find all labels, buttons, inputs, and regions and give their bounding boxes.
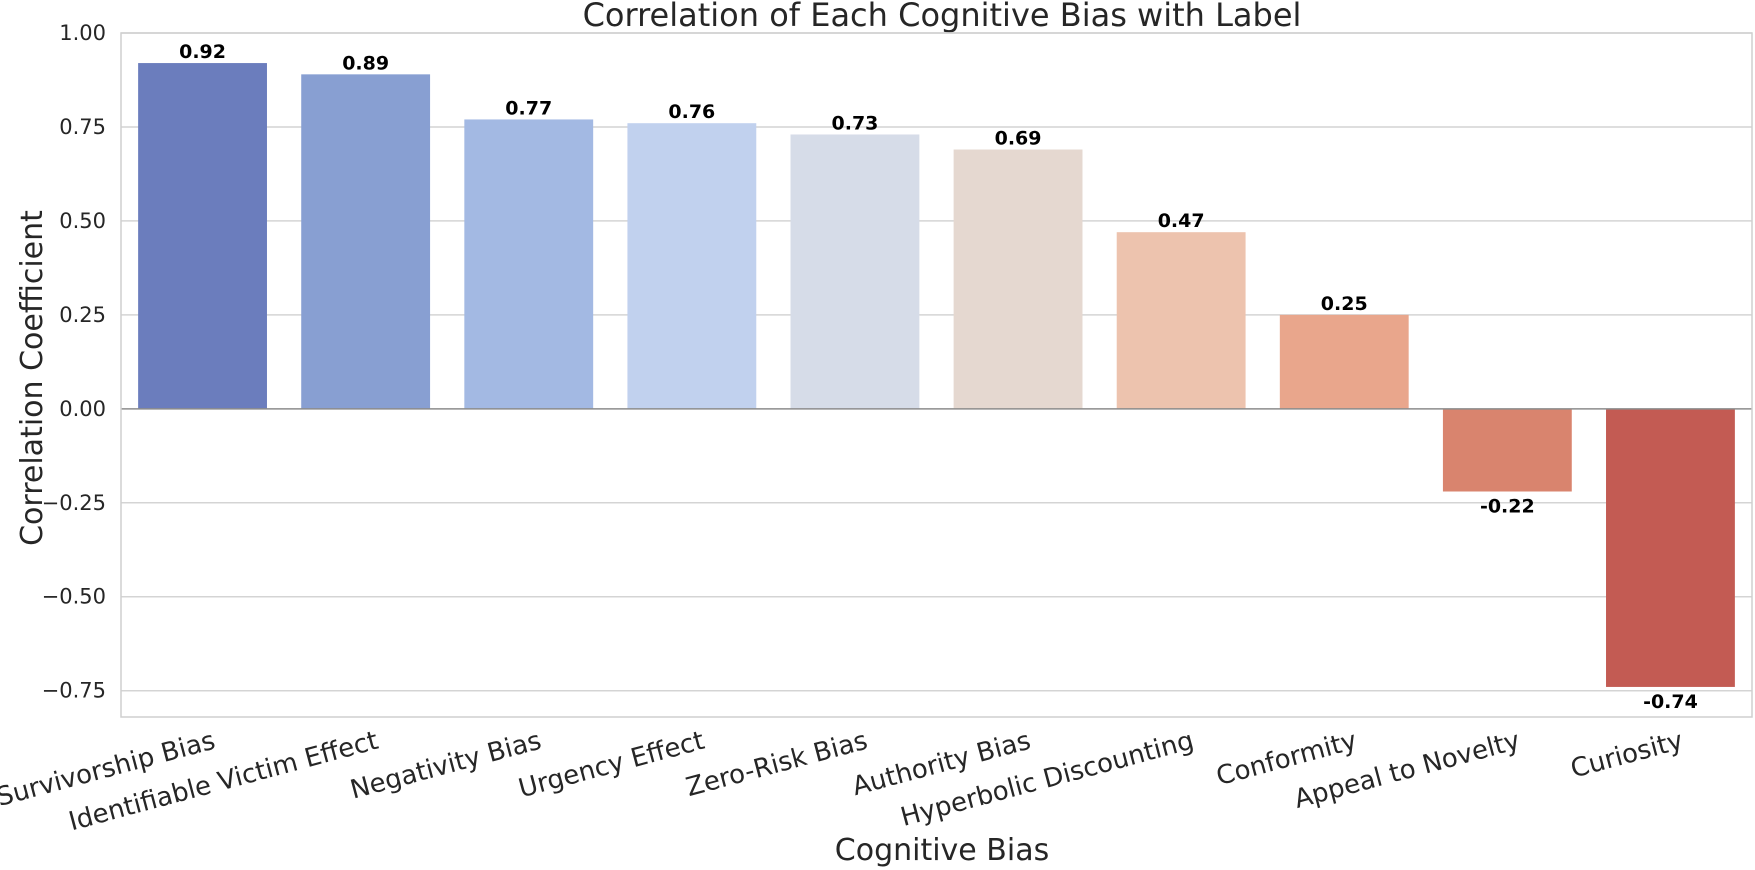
bar-value-label: 0.89: [342, 52, 389, 74]
bar: [464, 119, 594, 409]
bar-value-label: 0.73: [832, 112, 879, 134]
y-tick-label: −0.75: [42, 679, 106, 703]
plot-frame: [120, 32, 1753, 718]
bar-value-label: 0.69: [995, 128, 1042, 150]
x-tick-label: Zero-Risk Bias: [683, 726, 871, 803]
bar: [790, 134, 920, 409]
y-tick-label: 1.00: [59, 21, 106, 45]
bar: [1116, 232, 1246, 409]
y-tick-label: 0.25: [59, 303, 106, 327]
bar: [1442, 408, 1572, 492]
bar: [1606, 408, 1735, 687]
y-tick-label: 0.50: [59, 209, 106, 233]
y-tick-label: 0.75: [59, 115, 106, 139]
x-tick-label: Urgency Effect: [515, 726, 707, 804]
bar-value-label: -0.74: [1643, 691, 1698, 713]
y-tick-label: −0.25: [42, 491, 106, 515]
y-tick-labels: 1.00 0.75 0.50 0.25 0.00 −0.25 −0.50 −0.75: [42, 21, 106, 703]
bar-value-label: 0.47: [1158, 210, 1205, 232]
bar: [953, 149, 1083, 409]
data-labels: 0.92 0.89 0.77 0.76 0.73 0.69 0.47 0.25 -0.22 -0.…: [179, 41, 1698, 713]
bar-value-label: 0.92: [179, 41, 226, 63]
bars: [138, 63, 1735, 687]
bar: [1279, 314, 1409, 409]
chart-title: Correlation of Each Cognitive Bias with …: [583, 0, 1302, 34]
x-tick-label: Hyperbolic Discounting: [898, 726, 1197, 833]
bar-value-label: 0.77: [505, 97, 552, 119]
bar: [627, 123, 757, 409]
bar-value-label: 0.25: [1321, 293, 1368, 315]
bar: [138, 63, 267, 409]
y-tick-label: 0.00: [59, 397, 106, 421]
x-tick-label: Curiosity: [1568, 726, 1687, 785]
bar-value-label: -0.22: [1480, 496, 1535, 518]
bar: [301, 74, 431, 409]
y-axis-label: Correlation Coefficient: [15, 210, 50, 546]
bar-value-label: 0.76: [668, 101, 715, 123]
x-axis-label: Cognitive Bias: [835, 833, 1049, 868]
y-tick-label: −0.50: [42, 585, 106, 609]
